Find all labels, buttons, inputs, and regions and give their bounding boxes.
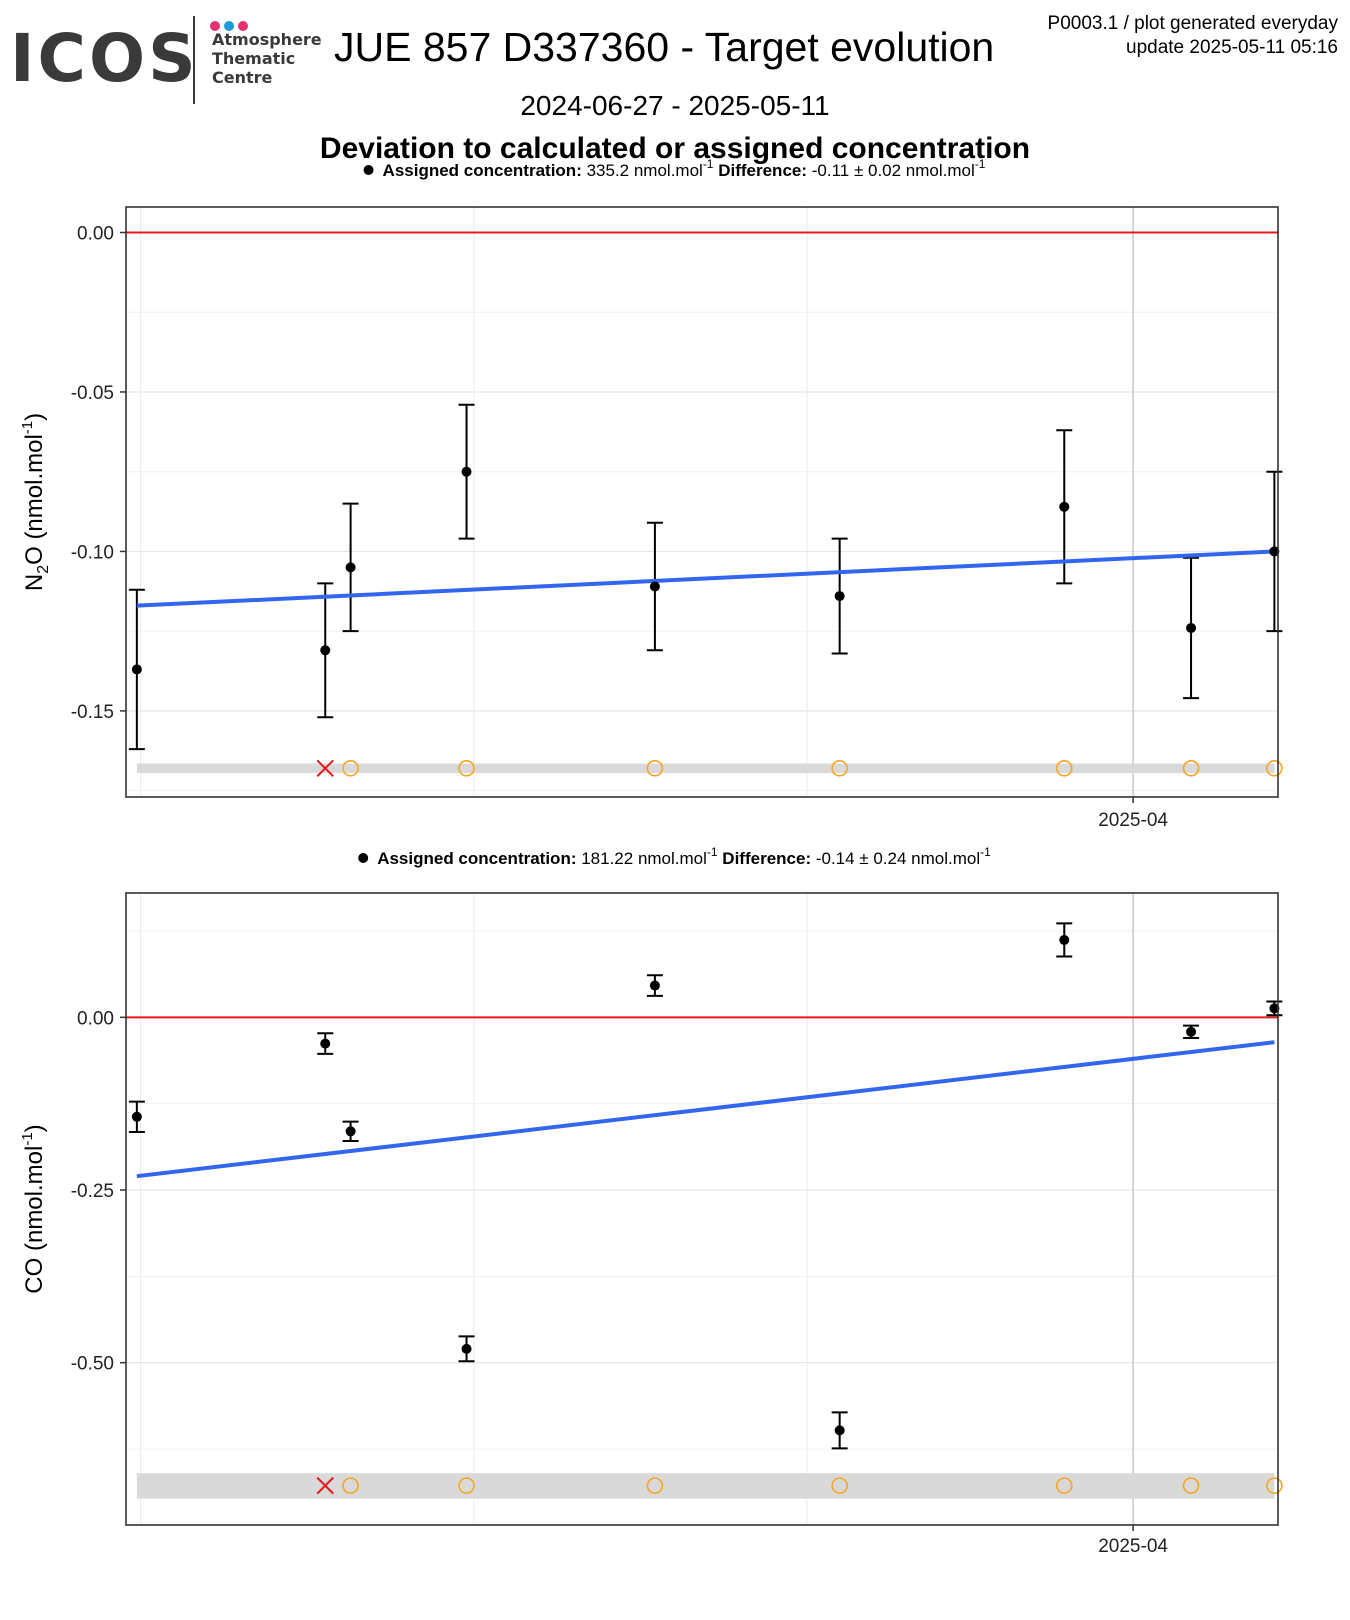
data-point <box>320 645 331 656</box>
data-point <box>1269 1003 1280 1014</box>
data-point <box>345 1126 356 1137</box>
flag-cross-icon <box>316 1476 334 1495</box>
flag-circle-icon <box>831 759 848 777</box>
flag-circle-icon <box>1182 1477 1200 1494</box>
legend-assigned-label: Assigned concentration: <box>383 161 582 180</box>
flag-circle-icon <box>1266 759 1283 777</box>
logo-dot <box>210 21 220 31</box>
logo-line: Atmosphere <box>212 30 322 49</box>
y-axis-label-text: CO (nmol.mol <box>21 1146 48 1294</box>
legend-difference-value: -0.14 ± 0.24 nmol.mol <box>811 849 980 868</box>
flag-circle-icon <box>1182 759 1200 777</box>
trend-line <box>136 1040 1275 1179</box>
logo-line: Centre <box>212 68 273 87</box>
update-timestamp: update 2025-05-11 05:16 <box>1126 37 1338 58</box>
y-tick-label: -0.10 <box>71 542 114 563</box>
y-tick-label: -0.50 <box>71 1354 114 1375</box>
flag-circle-icon <box>458 759 475 777</box>
plot-background <box>126 207 1278 797</box>
data-point <box>834 1425 845 1436</box>
y-axis-label-text: O (nmol.mol <box>21 434 48 565</box>
plot-border <box>125 892 1279 1526</box>
data-point <box>131 664 142 675</box>
logo-separator <box>193 16 195 104</box>
logo-dot <box>224 21 234 31</box>
legend-superscript: -1 <box>980 845 991 859</box>
data-point <box>1186 622 1197 633</box>
icos-logo: ICOS Atmosphere Thematic Centre <box>10 14 322 106</box>
plot-background <box>126 893 1278 1525</box>
y-tick-label: 0.00 <box>77 1008 114 1029</box>
y-axis-label-text: N <box>21 574 48 591</box>
data-point <box>649 980 660 991</box>
logo-dot <box>238 21 248 31</box>
y-axis-label-superscript: -1 <box>19 421 36 434</box>
date-range: 2024-06-27 - 2025-05-11 <box>520 90 830 121</box>
legend-superscript: -1 <box>703 157 714 171</box>
y-axis-label: CO (nmol.mol-1) <box>19 1124 48 1293</box>
legend-assigned-value: 335.2 nmol.mol <box>582 161 703 180</box>
y-axis-label-superscript: -1 <box>19 1132 36 1145</box>
plot-id-text: P0003.1 / plot generated everyday <box>1047 13 1338 34</box>
data-point <box>320 1038 331 1049</box>
y-axis-label: N2O (nmol.mol-1) <box>19 413 52 591</box>
flag-circle-icon <box>646 1477 664 1494</box>
data-point <box>1059 501 1070 512</box>
data-point <box>461 466 472 477</box>
x-tick-label: 2025-04 <box>1098 810 1168 831</box>
flag-band <box>136 1473 1275 1499</box>
legend: Assigned concentration: 335.2 nmol.mol-1… <box>383 157 986 180</box>
y-tick-label: 0.00 <box>77 224 114 245</box>
y-tick-label: -0.25 <box>71 1181 114 1202</box>
legend-superscript: -1 <box>707 845 718 859</box>
legend-marker <box>363 165 374 175</box>
y-axis-label-subscript: 2 <box>35 565 52 574</box>
legend-assigned-value: 181.22 nmol.mol <box>577 849 707 868</box>
legend-difference-value: -0.11 ± 0.02 nmol.mol <box>807 161 975 180</box>
legend-difference-label: Difference: <box>718 849 812 868</box>
data-point <box>461 1343 472 1354</box>
legend-assigned-label: Assigned concentration: <box>377 849 576 868</box>
flag-circle-icon <box>646 759 664 777</box>
data-point <box>1186 1026 1197 1037</box>
page-title: JUE 857 D337360 - Target evolution <box>334 24 995 70</box>
legend-marker <box>358 853 369 863</box>
data-point <box>834 591 845 602</box>
legend: Assigned concentration: 181.22 nmol.mol-… <box>377 845 991 868</box>
legend-superscript: -1 <box>975 157 986 171</box>
flag-cross-icon <box>316 759 334 778</box>
logo-dots-icon <box>210 18 252 36</box>
flag-circle-icon <box>342 759 359 777</box>
y-tick-label: -0.15 <box>71 702 114 723</box>
flag-circle-icon <box>1055 759 1073 777</box>
data-point <box>1059 934 1070 945</box>
plot-border <box>125 206 1279 798</box>
trend-line <box>136 549 1275 608</box>
logo-wordmark: ICOS <box>10 20 199 97</box>
flag-band <box>136 763 1275 774</box>
legend-difference-label: Difference: <box>713 161 807 180</box>
data-point <box>1269 546 1280 557</box>
x-tick-label: 2025-04 <box>1098 1536 1168 1557</box>
flag-circle-icon <box>458 1477 475 1494</box>
generation-info: P0003.1 / plot generated everyday update… <box>1048 12 1338 60</box>
flag-circle-icon <box>1055 1477 1073 1494</box>
chart-subtitle: Deviation to calculated or assigned conc… <box>319 132 1031 165</box>
logo-caption: Atmosphere Thematic Centre <box>212 30 322 87</box>
y-axis-label-text: ) <box>21 413 48 421</box>
flag-circle-icon <box>831 1477 848 1494</box>
data-point <box>649 581 660 592</box>
flag-circle-icon <box>342 1477 359 1494</box>
data-point <box>131 1111 142 1122</box>
data-point <box>345 562 356 573</box>
flag-circle-icon <box>1266 1477 1283 1494</box>
y-axis-label-text: ) <box>21 1124 48 1132</box>
y-tick-label: -0.05 <box>71 383 114 404</box>
logo-line: Thematic <box>212 49 296 68</box>
